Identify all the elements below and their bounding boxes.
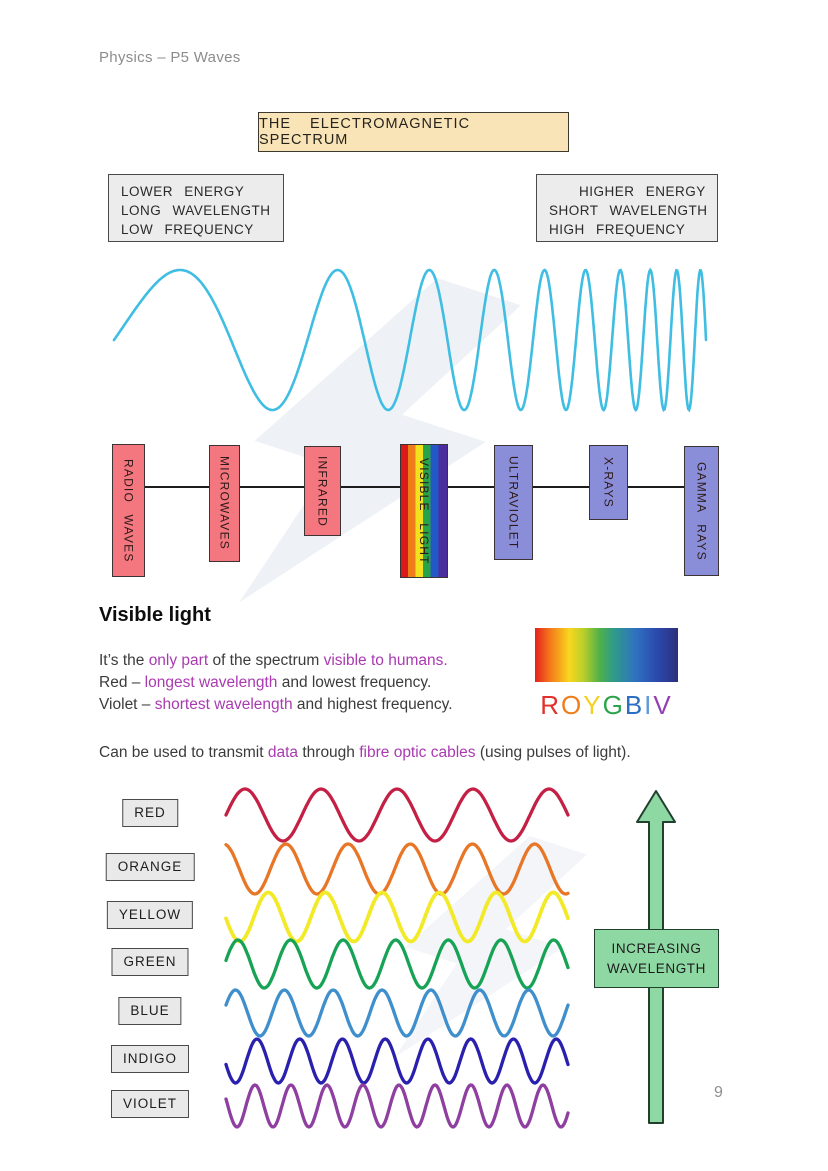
plain-text: Can be used to transmit <box>99 744 268 761</box>
roygbiv-letter: G <box>602 690 625 720</box>
indigo-wave <box>224 1037 570 1085</box>
highlighted-text: fibre optic cables <box>359 744 476 761</box>
label-violet: VIOLET <box>110 1090 190 1118</box>
increasing-wavelength-box: INCREASING WAVELENGTH <box>594 929 719 988</box>
energy-line: LOWER ENERGY <box>121 184 245 199</box>
label-green: GREEN <box>111 948 189 976</box>
text-line: It’s the only part of the spectrum visib… <box>99 650 453 672</box>
section-heading: Visible light <box>99 604 211 626</box>
band-label: INFRARED <box>315 455 330 527</box>
energy-line: LOW FREQUENCY <box>121 222 254 237</box>
highlighted-text: longest wavelength <box>144 674 278 691</box>
band-label: MICROWAVES <box>217 456 232 551</box>
label-yellow: YELLOW <box>106 901 194 929</box>
higher-energy-box: HIGHER ENERGY SHORT WAVELENGTH HIGH FREQ… <box>536 174 718 242</box>
label-blue: BLUE <box>118 997 182 1025</box>
roygbiv-letter: R <box>540 690 562 720</box>
arrow-label-line: WAVELENGTH <box>606 961 706 976</box>
yellow-wave <box>224 890 570 944</box>
green-wave <box>224 938 570 990</box>
page-number: 9 <box>714 1084 723 1101</box>
spectrum-band-visible-light: VISIBLE LIGHT <box>400 444 448 578</box>
red-wave <box>224 787 570 843</box>
text-line: Violet – shortest wavelength and highest… <box>99 694 453 716</box>
energy-line: HIGHER ENERGY <box>579 184 706 199</box>
em-chirp-wave <box>112 267 708 413</box>
highlighted-text: shortest wavelength <box>154 696 293 713</box>
band-label: VISIBLE LIGHT <box>417 457 431 565</box>
band-label: GAMMA RAYS <box>694 461 709 561</box>
title-banner: THE ELECTROMAGNETIC SPECTRUM <box>258 112 569 152</box>
plain-text: and lowest frequency. <box>277 674 432 691</box>
document-header: Physics – P5 Waves <box>99 49 241 66</box>
visible-light-paragraph: It’s the only part of the spectrum visib… <box>99 650 453 716</box>
band-label: ULTRAVIOLET <box>506 455 521 550</box>
roygbiv-letter: Y <box>583 690 603 720</box>
blue-wave <box>224 988 570 1038</box>
highlighted-text: data <box>267 744 299 761</box>
label-orange: ORANGE <box>105 853 195 881</box>
text-line: Red – longest wavelength and lowest freq… <box>99 672 453 694</box>
spectrum-band-x-rays: X-RAYS <box>589 445 628 520</box>
spectrum-band-radio-waves: RADIO WAVES <box>112 444 145 577</box>
spectrum-band-gamma-rays: GAMMA RAYS <box>684 446 719 576</box>
plain-text: through <box>298 744 360 761</box>
rainbow-spectrum-image <box>535 628 678 682</box>
energy-line: HIGH FREQUENCY <box>549 222 686 237</box>
violet-wave <box>224 1083 570 1129</box>
roygbiv-label: ROYGBIV <box>535 690 678 721</box>
orange-wave <box>224 842 570 896</box>
band-label: RADIO WAVES <box>121 458 136 563</box>
roygbiv-letter: O <box>561 690 584 720</box>
label-indigo: INDIGO <box>110 1045 190 1073</box>
roygbiv-letter: I <box>644 690 654 720</box>
energy-line: SHORT WAVELENGTH <box>549 203 708 218</box>
highlighted-text: only part <box>148 652 209 669</box>
energy-line: LONG WAVELENGTH <box>121 203 271 218</box>
highlighted-text: visible to humans. <box>323 652 448 669</box>
band-label: X-RAYS <box>601 457 616 508</box>
plain-text: (using pulses of light). <box>475 744 631 761</box>
roygbiv-letter: B <box>624 690 645 720</box>
plain-text: and highest frequency. <box>292 696 453 713</box>
transmit-text-line: Can be used to transmit data through fib… <box>99 744 631 762</box>
spectrum-band-microwaves: MICROWAVES <box>209 445 240 562</box>
roygbiv-letter: V <box>653 690 673 720</box>
plain-text: Red – <box>99 674 145 691</box>
plain-text: Violet – <box>99 696 155 713</box>
plain-text: of the spectrum <box>208 652 324 669</box>
lower-energy-box: LOWER ENERGY LONG WAVELENGTH LOW FREQUEN… <box>108 174 284 242</box>
plain-text: It’s the <box>99 652 149 669</box>
spectrum-band-infrared: INFRARED <box>304 446 341 536</box>
arrow-label-line: INCREASING <box>611 941 702 956</box>
label-red: RED <box>122 799 178 827</box>
spectrum-band-ultraviolet: ULTRAVIOLET <box>494 445 533 560</box>
